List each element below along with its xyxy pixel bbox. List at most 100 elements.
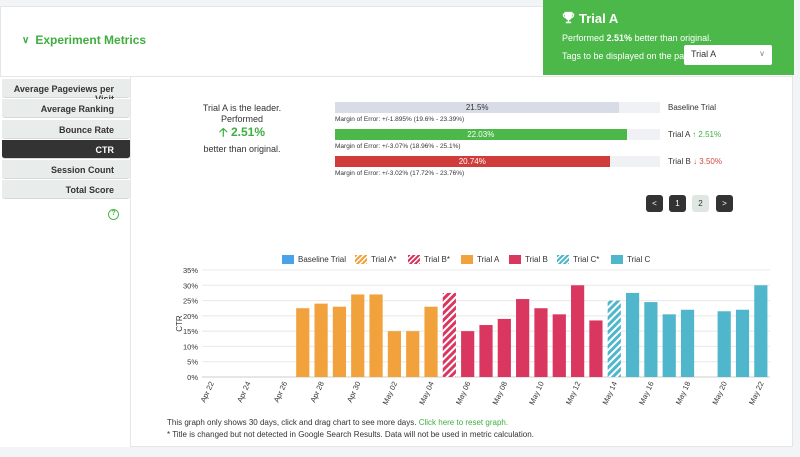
x-tick-label: Apr 22 — [198, 380, 216, 404]
chart-bar[interactable] — [442, 292, 456, 377]
comparison-bar-track: 20.74% — [335, 156, 660, 167]
chart-bar[interactable] — [644, 302, 658, 377]
experiment-metrics-toggle[interactable]: ∨ Experiment Metrics — [22, 33, 146, 47]
performed-prefix: Performed — [562, 33, 607, 43]
chart-bar[interactable] — [497, 318, 511, 377]
comparison-bar: 21.5% — [335, 102, 620, 113]
comparison-bar-track: 22.03% — [335, 129, 660, 140]
x-tick-label: Apr 24 — [235, 380, 253, 404]
sidebar-item[interactable]: Session Count — [2, 160, 130, 179]
y-tick-label: 0% — [187, 373, 198, 382]
delta-down: ↓ 3.50% — [691, 157, 722, 166]
legend-label: Trial A — [477, 255, 500, 264]
legend-item[interactable]: Trial A — [461, 255, 499, 264]
chart-bar[interactable] — [406, 331, 420, 377]
page-2-button[interactable]: 2 — [692, 195, 709, 212]
x-tick-label: Apr 30 — [345, 380, 363, 404]
prev-page-button[interactable]: < — [646, 195, 663, 212]
winner-banner: Trial A Performed 2.51% better than orig… — [543, 0, 794, 75]
x-tick-label: May 06 — [454, 380, 473, 406]
y-tick-label: 30% — [183, 281, 198, 290]
margin-of-error: Margin of Error: +/-3.02% (17.72% - 23.7… — [335, 170, 465, 177]
chart-bar[interactable] — [680, 309, 695, 377]
sidebar-item[interactable]: Average Ranking — [2, 99, 130, 118]
chart-bar[interactable] — [571, 285, 585, 377]
x-tick-label: May 20 — [710, 380, 729, 406]
legend-label: Trial C — [627, 255, 651, 264]
chart-bar[interactable] — [461, 331, 475, 377]
legend-swatch — [509, 255, 521, 264]
x-tick-label: May 02 — [381, 380, 400, 406]
tags-select-value: Trial A — [691, 49, 717, 59]
comparison-label-text: Baseline Trial — [668, 103, 717, 112]
graph-footnote: This graph only shows 30 days, click and… — [167, 418, 508, 427]
legend-item[interactable]: Trial C* — [557, 255, 599, 264]
chart-bar[interactable] — [516, 299, 530, 377]
chart-bar[interactable] — [552, 314, 566, 377]
margin-of-error: Margin of Error: +/-1.895% (19.6% - 23.3… — [335, 116, 465, 123]
x-tick-label: Apr 28 — [308, 380, 326, 404]
leader-line-3: better than original. — [203, 144, 281, 154]
chart-bar[interactable] — [534, 308, 548, 377]
x-tick-label: May 16 — [637, 380, 656, 406]
leader-summary: Trial A is the leader. Performed 🡡 2.51%… — [194, 103, 290, 155]
legend-label: Baseline Trial — [298, 255, 347, 264]
chart-bar[interactable] — [296, 308, 310, 377]
comparison-label: Baseline Trial — [668, 103, 716, 112]
leader-value-text: 2.51% — [230, 125, 265, 139]
margin-of-error: Margin of Error: +/-3.07% (18.96% - 25.1… — [335, 143, 461, 150]
tags-label: Tags to be displayed on the page: — [562, 51, 697, 61]
chart-bar[interactable] — [314, 303, 328, 377]
legend-item[interactable]: Trial B* — [408, 255, 450, 264]
chart-bar[interactable] — [369, 294, 383, 377]
sidebar-item[interactable]: Average Pageviews per Visit — [2, 79, 130, 104]
chevron-down-icon: ∨ — [759, 49, 765, 58]
tags-select[interactable]: Trial A ∨ — [684, 45, 772, 65]
banner-performance: Performed 2.51% better than original. — [562, 33, 712, 43]
y-tick-label: 10% — [183, 342, 198, 351]
chart-bar[interactable] — [351, 294, 365, 377]
x-tick-label: May 10 — [527, 380, 546, 406]
legend-item[interactable]: Baseline Trial — [282, 255, 346, 264]
page-title: Experiment Metrics — [35, 33, 147, 47]
y-tick-label: 15% — [183, 327, 198, 336]
y-tick-label: 25% — [183, 297, 198, 306]
legend-item[interactable]: Trial C — [611, 255, 650, 264]
ctr-chart[interactable]: 0% 5% 10% 15% 20% 25% 30% 35% CTR Apr 22 Apr 24 Apr… — [160, 262, 780, 412]
chart-bar[interactable] — [735, 309, 750, 377]
x-tick-label: May 04 — [417, 380, 436, 406]
page-1-button[interactable]: 1 — [669, 195, 686, 212]
comparison-label: Trial B ↓ 3.50% — [668, 157, 722, 166]
delta-up: ↑ 2.51% — [690, 130, 721, 139]
leader-value: 🡡 2.51% — [194, 125, 290, 139]
chart-bar[interactable] — [479, 325, 493, 377]
delta-value: 3.50% — [699, 157, 722, 166]
help-icon[interactable]: ? — [108, 209, 119, 220]
chart-bar[interactable] — [754, 285, 768, 377]
y-tick-label: 5% — [187, 358, 198, 367]
chart-bar[interactable] — [332, 306, 347, 377]
chart-bar[interactable] — [589, 320, 603, 377]
legend-item[interactable]: Trial B — [509, 255, 548, 264]
x-tick-label: May 14 — [601, 380, 620, 406]
chart-bar[interactable] — [387, 331, 401, 377]
legend-item[interactable]: Trial A* — [355, 255, 397, 264]
chart-bar[interactable] — [607, 300, 621, 377]
sidebar-item[interactable]: Bounce Rate — [2, 120, 130, 139]
chart-bar[interactable] — [662, 314, 676, 377]
legend-swatch — [611, 255, 623, 264]
x-tick-label: May 18 — [674, 380, 693, 406]
performed-value: 2.51% — [606, 33, 633, 43]
chart-bar[interactable] — [717, 311, 731, 377]
legend-swatch — [408, 255, 420, 264]
legend-swatch — [557, 255, 569, 264]
next-page-button[interactable]: > — [716, 195, 733, 212]
graph-footnote-text: This graph only shows 30 days, click and… — [167, 418, 419, 427]
sidebar-item[interactable]: CTR — [2, 140, 130, 159]
performed-suffix: better than original. — [632, 33, 712, 43]
chart-bar[interactable] — [625, 292, 640, 377]
x-tick-label: May 12 — [564, 380, 583, 406]
chart-bar[interactable] — [424, 306, 438, 377]
sidebar-item[interactable]: Total Score — [2, 180, 130, 199]
reset-graph-link[interactable]: Click here to reset graph. — [418, 418, 509, 427]
